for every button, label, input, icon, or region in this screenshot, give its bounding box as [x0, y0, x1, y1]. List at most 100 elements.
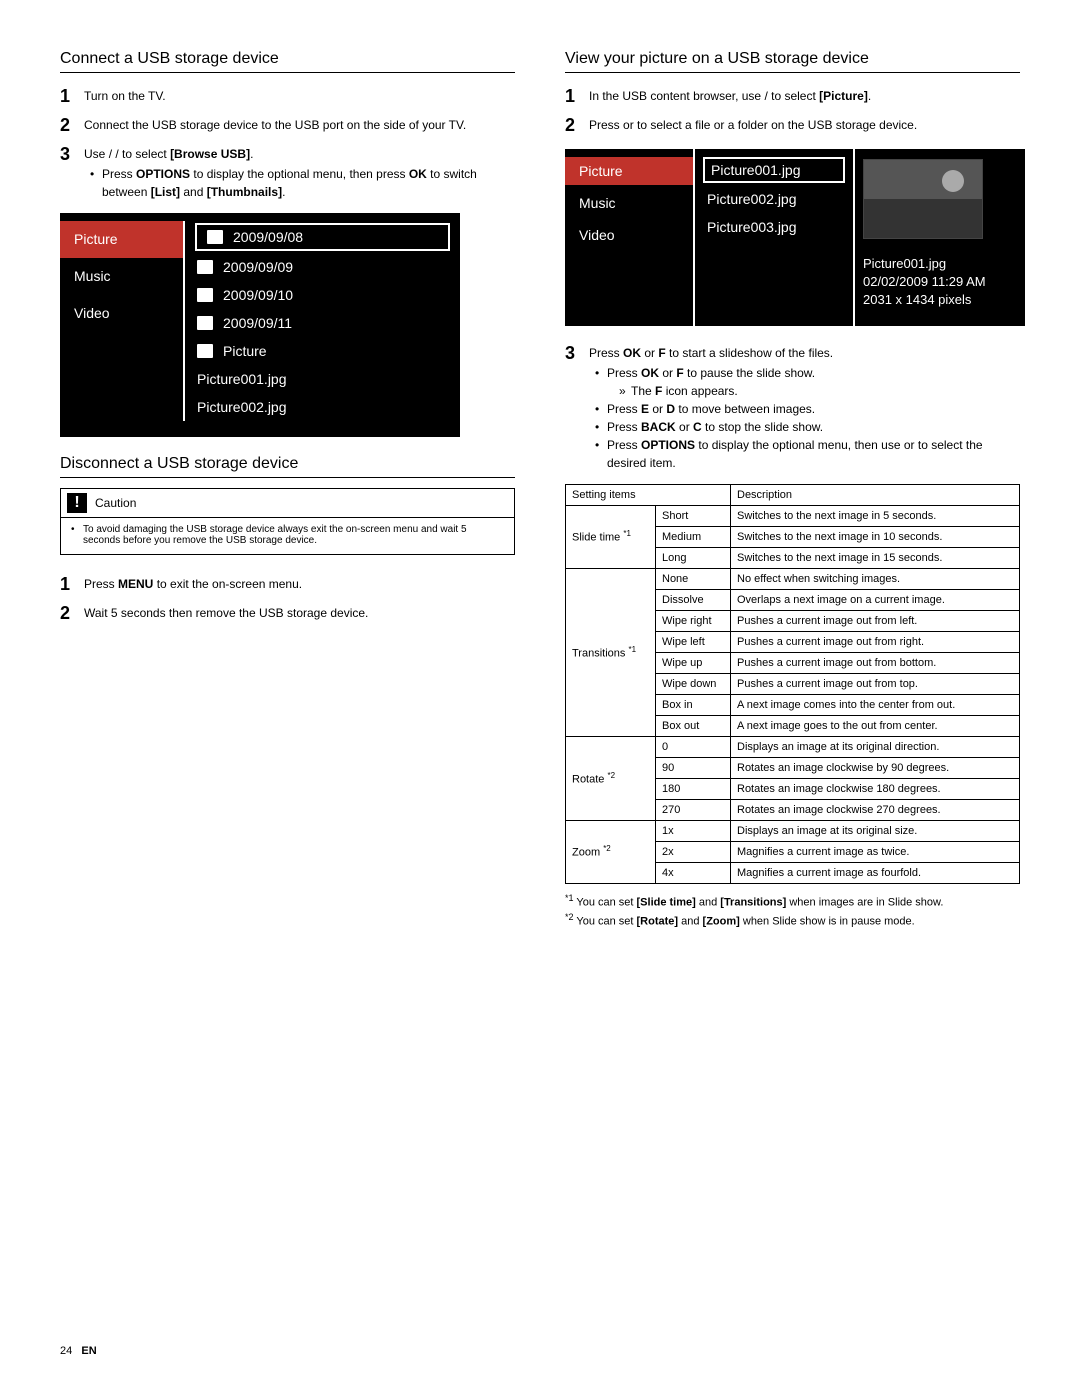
preview-filename: Picture001.jpg [863, 255, 1017, 273]
text: or [659, 366, 676, 380]
step-number: 3 [565, 340, 579, 472]
text: In the USB content browser, use [589, 89, 764, 103]
category-pane: Picture Music Video [60, 221, 185, 421]
left-column: Connect a USB storage device 1 Turn on t… [60, 50, 515, 930]
value-cell: Wipe right [656, 610, 731, 631]
setting-transitions: Transitions *1 [566, 568, 656, 736]
text: and [678, 915, 702, 927]
label: Zoom [572, 847, 603, 859]
caution-header: ! Caution [61, 489, 514, 517]
text: when Slide show is in pause mode. [740, 915, 915, 927]
category-music: Music [565, 187, 693, 219]
preview-pane: Picture001.jpg 02/02/2009 11:29 AM 2031 … [855, 149, 1025, 326]
folder-label: 2009/09/10 [223, 287, 293, 303]
page-no: 24 [60, 1345, 72, 1357]
view-step-1: 1 In the USB content browser, use / to s… [565, 83, 1020, 110]
bold-label: OPTIONS [136, 167, 190, 181]
folder-icon [197, 260, 213, 274]
step-text: Turn on the TV. [84, 83, 515, 110]
file-item: Picture003.jpg [695, 213, 853, 241]
text: Press [607, 402, 641, 416]
text: Press [607, 420, 641, 434]
table-row: Slide time *1 Short Switches to the next… [566, 505, 1020, 526]
text: to select a ﬁle or a folder on the USB s… [637, 118, 917, 132]
value-cell: Wipe up [656, 652, 731, 673]
view-steps-cont: 3 Press OK or F to start a slideshow of … [565, 340, 1020, 472]
note-ref: *1 [623, 529, 631, 538]
value-cell: Box out [656, 715, 731, 736]
note-ref: *2 [565, 912, 574, 922]
caution-icon: ! [67, 493, 87, 513]
step-number: 2 [60, 112, 74, 139]
note-ref: *2 [607, 771, 615, 780]
text: Press [589, 118, 623, 132]
note-ref: *1 [628, 645, 636, 654]
text: to start a slideshow of the ﬁles. [666, 346, 833, 360]
step-text: Press OK or F to start a slideshow of th… [589, 340, 1020, 472]
text: and [696, 896, 720, 908]
bold-label: D [666, 402, 675, 416]
description-cell: Switches to the next image in 10 seconds… [731, 526, 1020, 547]
list-row: 2009/09/09 [185, 253, 460, 281]
value-cell: 180 [656, 778, 731, 799]
step-text: Press MENU to exit the on-screen menu. [84, 571, 515, 598]
description-cell: Pushes a current image out from top. [731, 673, 1020, 694]
text: to stop the slide show. [702, 420, 823, 434]
browse-usb-list-screenshot: Picture Music Video 2009/09/08 2009/09/0… [60, 213, 460, 437]
sub-bullets: Press OK or F to pause the slide show. T… [589, 364, 1020, 472]
description-cell: Pushes a current image out from bottom. [731, 652, 1020, 673]
bold-label: OK [641, 366, 659, 380]
description-cell: Pushes a current image out from right. [731, 631, 1020, 652]
note-ref: *2 [603, 844, 611, 853]
caution-label: Caution [95, 496, 136, 510]
bold-label: BACK [641, 420, 676, 434]
folder-icon [197, 344, 213, 358]
disconnect-step-1: 1 Press MENU to exit the on-screen menu. [60, 571, 515, 598]
file-label: Picture002.jpg [197, 399, 287, 415]
value-cell: Short [656, 505, 731, 526]
folder-icon [197, 288, 213, 302]
text: or [641, 346, 658, 360]
caution-text: To avoid damaging the USB storage device… [61, 517, 514, 554]
sub-bullet: Press OK or F to pause the slide show. T… [589, 364, 1020, 400]
description-cell: Overlaps a next image on a current image… [731, 589, 1020, 610]
settings-table: Setting items Description Slide time *1 … [565, 484, 1020, 884]
description-cell: Rotates an image clockwise 270 degrees. [731, 799, 1020, 820]
list-row: 2009/09/10 [185, 281, 460, 309]
text: to select [771, 89, 819, 103]
description-cell: Displays an image at its original size. [731, 820, 1020, 841]
step-number: 1 [60, 571, 74, 598]
folder-label: Picture [223, 343, 267, 359]
text: to exit the on-screen menu. [153, 577, 302, 591]
file-list-pane: Picture001.jpg Picture002.jpg Picture003… [695, 149, 855, 326]
value-cell: Medium [656, 526, 731, 547]
browse-usb-thumbnail-screenshot: Picture Music Video Picture001.jpg Pictu… [565, 149, 1025, 326]
text: . [250, 147, 253, 161]
text: to select [122, 147, 170, 161]
folder-label: 2009/09/08 [233, 229, 303, 245]
value-cell: Dissolve [656, 589, 731, 610]
selected-folder: 2009/09/08 [195, 223, 450, 251]
text: . [282, 185, 285, 199]
connect-step-1: 1 Turn on the TV. [60, 83, 515, 110]
file-label: Picture001.jpg [197, 371, 287, 387]
text: You can set [574, 896, 637, 908]
description-cell: Magnifies a current image as twice. [731, 841, 1020, 862]
connect-step-2: 2 Connect the USB storage device to the … [60, 112, 515, 139]
view-steps: 1 In the USB content browser, use / to s… [565, 83, 1020, 139]
text: Press [102, 167, 136, 181]
description-cell: Displays an image at its original direct… [731, 736, 1020, 757]
text: to display the optional menu, then press [190, 167, 409, 181]
section-disconnect-title: Disconnect a USB storage device [60, 455, 515, 478]
table-row: Transitions *1 None No effect when switc… [566, 568, 1020, 589]
list-row: Picture002.jpg [185, 393, 460, 421]
setting-zoom: Zoom *2 [566, 820, 656, 883]
step-number: 1 [565, 83, 579, 110]
description-cell: A next image comes into the center from … [731, 694, 1020, 715]
preview-thumbnail [863, 159, 983, 239]
value-cell: Wipe down [656, 673, 731, 694]
value-cell: 2x [656, 841, 731, 862]
footnote-1: *1 You can set [Slide time] and [Transit… [565, 892, 1020, 911]
list-row: 2009/09/11 [185, 309, 460, 337]
value-cell: None [656, 568, 731, 589]
